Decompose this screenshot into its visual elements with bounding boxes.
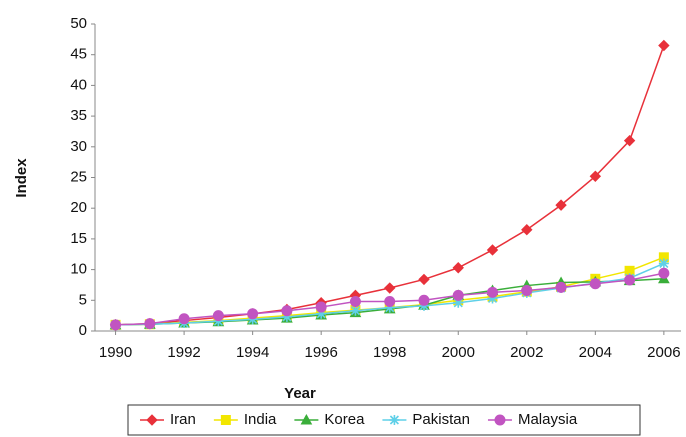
- marker: [589, 170, 602, 182]
- marker: [144, 318, 156, 330]
- marker: [658, 39, 670, 52]
- legend-label: Korea: [324, 411, 365, 428]
- y-tick-label: 35: [70, 107, 87, 124]
- marker: [281, 311, 292, 322]
- y-tick-label: 0: [79, 322, 87, 339]
- marker: [389, 415, 400, 425]
- marker: [624, 274, 636, 286]
- marker: [487, 286, 499, 298]
- marker: [384, 296, 396, 308]
- marker: [212, 310, 224, 322]
- marker: [146, 414, 158, 426]
- x-tick-label: 1992: [167, 344, 200, 361]
- marker: [418, 294, 430, 306]
- marker: [316, 308, 327, 319]
- marker: [300, 413, 313, 425]
- y-tick-label: 20: [70, 199, 87, 216]
- marker: [623, 134, 636, 147]
- y-tick-label: 10: [70, 261, 87, 278]
- legend-label: India: [244, 411, 277, 428]
- marker: [384, 282, 396, 294]
- y-tick-label: 5: [79, 291, 87, 308]
- marker: [213, 316, 224, 327]
- series-line: [115, 262, 665, 326]
- legend: Iran India Korea Pakistan Malaysia: [127, 404, 641, 436]
- x-tick-label: 1998: [373, 344, 406, 361]
- legend-label: Malaysia: [518, 411, 578, 428]
- marker: [178, 313, 190, 325]
- legend-label: Pakistan: [412, 411, 470, 428]
- x-tick-label: 1990: [99, 344, 132, 361]
- marker: [247, 308, 259, 320]
- marker: [384, 302, 395, 313]
- marker: [418, 300, 429, 311]
- y-tick-label: 40: [70, 76, 87, 93]
- y-tick-label: 45: [70, 46, 87, 63]
- x-tick-label: 2006: [647, 344, 680, 361]
- y-tick-label: 30: [70, 138, 87, 155]
- x-tick-label: 2004: [579, 344, 612, 361]
- x-tick-label: 2000: [442, 344, 475, 361]
- marker: [555, 281, 567, 293]
- x-axis-label: Year: [284, 385, 316, 402]
- marker: [110, 319, 122, 331]
- marker: [453, 297, 464, 308]
- marker: [452, 262, 464, 274]
- marker: [589, 278, 601, 290]
- marker: [349, 296, 361, 308]
- marker: [658, 258, 669, 269]
- y-tick-label: 25: [70, 168, 87, 185]
- marker: [555, 199, 567, 211]
- y-tick-label: 50: [70, 15, 87, 32]
- marker: [247, 314, 258, 325]
- x-tick-label: 1996: [304, 344, 337, 361]
- marker: [315, 301, 327, 313]
- y-tick-label: 15: [70, 230, 87, 247]
- legend-label: Iran: [170, 411, 196, 428]
- x-tick-label: 1994: [236, 344, 269, 361]
- marker: [658, 267, 670, 279]
- marker: [418, 273, 430, 286]
- marker: [452, 289, 464, 301]
- marker: [521, 284, 533, 296]
- x-tick-label: 2002: [510, 344, 543, 361]
- marker: [220, 415, 231, 425]
- marker: [494, 414, 506, 426]
- marker: [486, 244, 499, 256]
- marker: [350, 305, 361, 316]
- marker: [281, 305, 293, 317]
- marker: [487, 293, 498, 304]
- marker: [521, 223, 533, 236]
- y-axis-label: Index: [13, 158, 30, 198]
